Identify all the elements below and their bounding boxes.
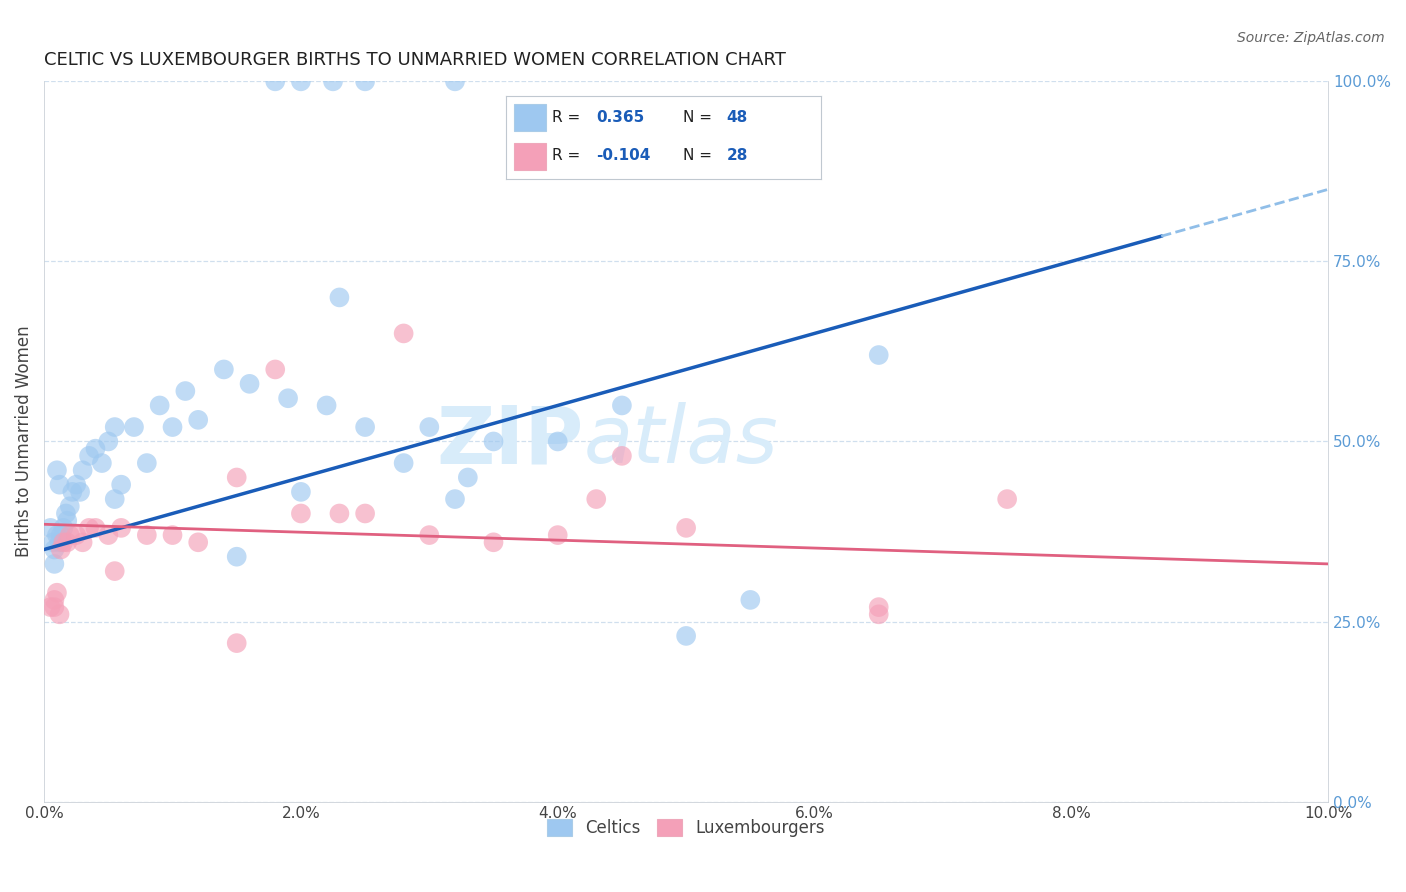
- Point: [238, 376, 260, 391]
- Point: [55, 507, 77, 521]
- Point: [418, 420, 440, 434]
- Point: [59, 500, 82, 514]
- Point: [547, 434, 569, 449]
- Point: [610, 399, 633, 413]
- Text: ZIP: ZIP: [436, 402, 583, 481]
- Text: Source: ZipAtlas.com: Source: ZipAtlas.com: [1237, 31, 1385, 45]
- Y-axis label: Births to Unmarried Women: Births to Unmarried Women: [15, 326, 32, 558]
- Point: [354, 507, 377, 521]
- Point: [46, 585, 69, 599]
- Point: [110, 477, 132, 491]
- Point: [392, 456, 415, 470]
- Point: [162, 420, 184, 434]
- Point: [65, 477, 87, 491]
- Point: [740, 593, 762, 607]
- Point: [444, 492, 467, 507]
- Point: [60, 484, 83, 499]
- Point: [444, 74, 467, 88]
- Point: [149, 399, 172, 413]
- Point: [44, 600, 66, 615]
- Point: [225, 549, 247, 564]
- Point: [97, 528, 120, 542]
- Point: [49, 542, 72, 557]
- Point: [418, 528, 440, 542]
- Point: [290, 484, 312, 499]
- Point: [72, 463, 94, 477]
- Point: [48, 477, 70, 491]
- Point: [482, 434, 505, 449]
- Point: [328, 507, 350, 521]
- Point: [52, 521, 75, 535]
- Point: [457, 470, 479, 484]
- Point: [212, 362, 235, 376]
- Point: [995, 492, 1018, 507]
- Point: [56, 514, 79, 528]
- Point: [277, 391, 299, 405]
- Point: [174, 384, 197, 398]
- Point: [49, 528, 72, 542]
- Point: [39, 600, 62, 615]
- Point: [264, 74, 287, 88]
- Point: [187, 413, 209, 427]
- Point: [547, 528, 569, 542]
- Point: [104, 564, 127, 578]
- Point: [77, 449, 100, 463]
- Point: [104, 492, 127, 507]
- Point: [354, 420, 377, 434]
- Point: [59, 528, 82, 542]
- Point: [868, 607, 890, 622]
- Point: [225, 636, 247, 650]
- Point: [72, 535, 94, 549]
- Point: [44, 542, 66, 557]
- Point: [69, 484, 91, 499]
- Point: [675, 521, 697, 535]
- Point: [65, 528, 87, 542]
- Point: [52, 535, 75, 549]
- Point: [290, 74, 312, 88]
- Point: [135, 528, 157, 542]
- Point: [44, 593, 66, 607]
- Text: atlas: atlas: [583, 402, 778, 481]
- Point: [46, 463, 69, 477]
- Point: [610, 449, 633, 463]
- Point: [585, 492, 607, 507]
- Point: [868, 348, 890, 362]
- Point: [104, 420, 127, 434]
- Point: [42, 535, 65, 549]
- Point: [56, 535, 79, 549]
- Point: [264, 362, 287, 376]
- Point: [675, 629, 697, 643]
- Point: [162, 528, 184, 542]
- Point: [868, 600, 890, 615]
- Point: [44, 557, 66, 571]
- Point: [84, 442, 107, 456]
- Point: [46, 528, 69, 542]
- Point: [187, 535, 209, 549]
- Point: [315, 399, 337, 413]
- Point: [110, 521, 132, 535]
- Point: [90, 456, 112, 470]
- Point: [290, 507, 312, 521]
- Point: [135, 456, 157, 470]
- Point: [322, 74, 344, 88]
- Point: [84, 521, 107, 535]
- Point: [328, 290, 350, 304]
- Point: [354, 74, 377, 88]
- Point: [392, 326, 415, 341]
- Point: [122, 420, 145, 434]
- Point: [48, 535, 70, 549]
- Legend: Celtics, Luxembourgers: Celtics, Luxembourgers: [540, 812, 832, 844]
- Point: [225, 470, 247, 484]
- Point: [77, 521, 100, 535]
- Text: CELTIC VS LUXEMBOURGER BIRTHS TO UNMARRIED WOMEN CORRELATION CHART: CELTIC VS LUXEMBOURGER BIRTHS TO UNMARRI…: [44, 51, 786, 69]
- Point: [39, 521, 62, 535]
- Point: [48, 607, 70, 622]
- Point: [97, 434, 120, 449]
- Point: [482, 535, 505, 549]
